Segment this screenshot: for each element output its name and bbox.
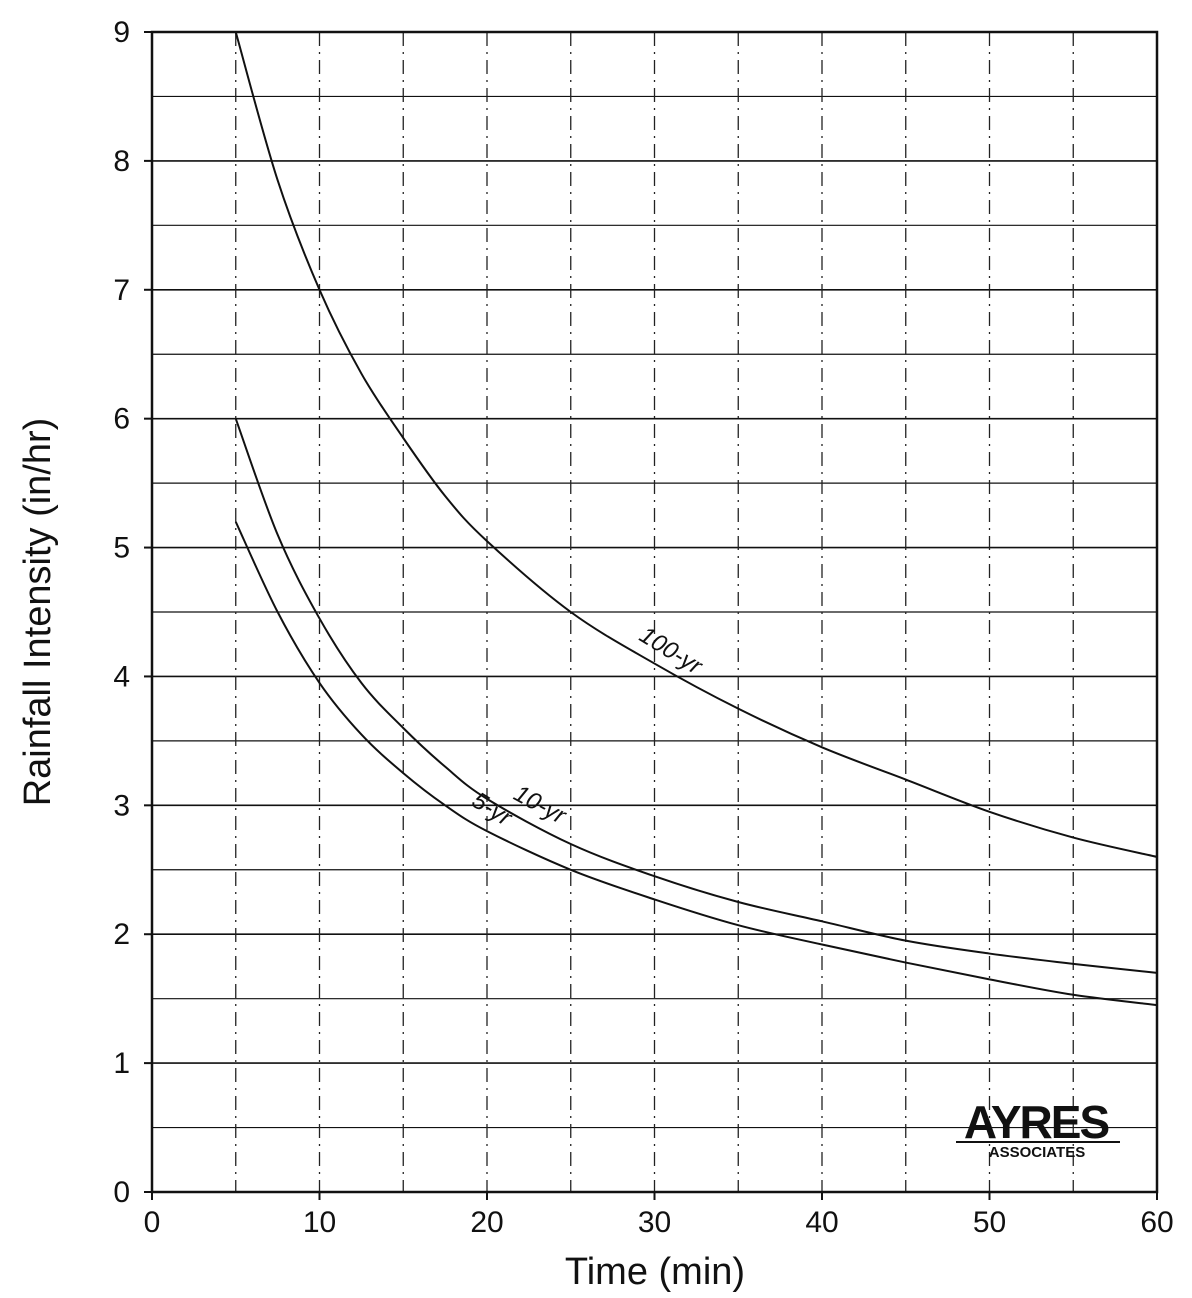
grid-layer: [152, 32, 1157, 1192]
x-axis-title: Time (min): [565, 1251, 745, 1293]
y-tick-label: 0: [113, 1176, 130, 1209]
x-tick-label: 10: [303, 1206, 336, 1239]
series-label-10-yr: 10-yr: [509, 780, 571, 830]
logo-sub-text: ASSOCIATES: [989, 1144, 1085, 1161]
y-tick-label: 7: [113, 274, 130, 307]
y-tick-label: 5: [113, 532, 130, 565]
y-axis-title: Rainfall Intensity (in/hr): [17, 418, 59, 807]
x-tick-label: 50: [973, 1206, 1006, 1239]
x-tick-label: 0: [144, 1206, 161, 1239]
y-tick-label: 8: [113, 145, 130, 178]
y-tick-label: 9: [113, 16, 130, 49]
y-tick-label: 4: [113, 660, 130, 693]
x-tick-label: 30: [638, 1206, 671, 1239]
y-tick-label: 3: [113, 789, 130, 822]
logo-main-text: AYRES: [964, 1096, 1109, 1148]
y-tick-label: 6: [113, 403, 130, 436]
y-tick-label: 2: [113, 918, 130, 951]
series-line-100-yr: [234, 31, 1158, 858]
x-tick-label: 60: [1140, 1206, 1173, 1239]
ayres-associates-logo: AYRES ASSOCIATES: [956, 1096, 1120, 1161]
series-line-5-yr: [234, 521, 1158, 1007]
x-tick-label: 20: [470, 1206, 503, 1239]
series-line-10-yr: [234, 418, 1158, 974]
tick-layer: 0 10 20 30 40 50 60 0 1 2 3 4 5 6 7 8 9: [113, 16, 1173, 1239]
series-label-100-yr: 100-yr: [635, 621, 708, 680]
series-layer: [234, 31, 1158, 1007]
y-tick-label: 1: [113, 1047, 130, 1080]
x-tick-label: 40: [805, 1206, 838, 1239]
